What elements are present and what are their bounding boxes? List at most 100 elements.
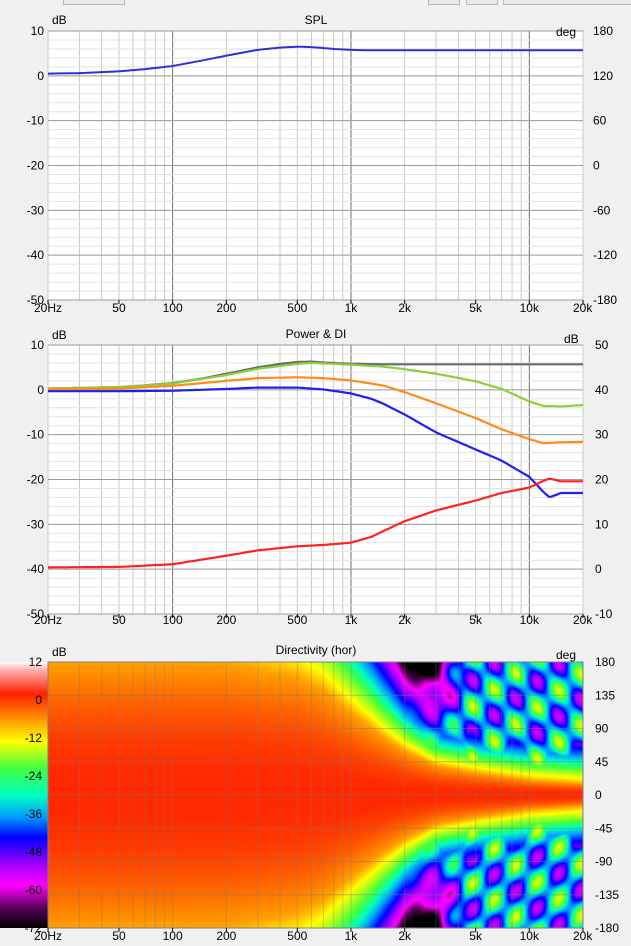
power-curve-green	[47, 361, 584, 408]
plot-frame	[47, 661, 584, 929]
x-tick-label: 50	[112, 929, 126, 941]
di-curve-red	[48, 477, 583, 569]
axis-tick-label: -90	[595, 855, 613, 869]
axis-tick-label: 180	[593, 24, 613, 38]
power-curve-orange	[48, 376, 584, 445]
axis-tick-label: 135	[595, 688, 615, 702]
x-tick-label: 1k	[345, 301, 359, 315]
axis-tick-label: 90	[595, 722, 609, 736]
left-unit: dB	[52, 328, 67, 342]
power-di-panel: Power & DI dB dB 10 0 -10 -20 -30 -40 -50 50 40…	[0, 325, 631, 635]
axis-tick-label: 10	[31, 24, 45, 38]
axis-tick-label: 45	[595, 755, 609, 769]
spl-curve	[48, 45, 583, 75]
right-unit: dB	[564, 332, 579, 346]
x-tick-label: 200	[216, 613, 236, 627]
grid	[47, 30, 584, 301]
color-scale-bar	[0, 662, 48, 928]
x-tick-label: 1k	[345, 929, 359, 941]
toolbar-button-fragment[interactable]	[466, 0, 498, 5]
x-tick-label: 5k	[469, 929, 483, 941]
x-tick-label: 20k	[573, 929, 593, 941]
x-tick-label: 20k	[573, 613, 593, 627]
axis-tick-label: 40	[595, 383, 609, 397]
x-tick-label: 20k	[573, 301, 593, 315]
spl-chart: SPL dB deg 100-10-20-30-40-50 180120600-…	[0, 8, 631, 325]
x-tick-label: 2k	[398, 929, 412, 941]
axis-tick-label: 0	[595, 562, 602, 576]
x-tick-label: 20Hz	[34, 301, 62, 315]
axis-tick-label: -10	[27, 114, 45, 128]
color-scale-label: -48	[25, 845, 43, 859]
chart-title: Power & DI	[286, 327, 347, 341]
axis-tick-label: 0	[37, 383, 44, 397]
x-tick-label: 10k	[520, 613, 540, 627]
right-unit: deg	[556, 25, 576, 39]
axis-tick-label: -30	[27, 517, 45, 531]
color-scale-label: -36	[25, 807, 43, 821]
color-scale-label: -60	[25, 883, 43, 897]
color-scale-label: 12	[29, 655, 43, 669]
color-scale-label: 0	[35, 693, 42, 707]
x-tick-label: 500	[287, 929, 307, 941]
x-tick-label: 1k	[345, 613, 359, 627]
left-unit: dB	[52, 13, 67, 27]
chart-title: SPL	[305, 13, 328, 27]
left-unit: dB	[52, 645, 67, 659]
axis-tick-label: 0	[593, 159, 600, 173]
series-lines	[47, 360, 584, 569]
x-tick-label: 2k	[398, 613, 412, 627]
axis-tick-label: 10	[595, 517, 609, 531]
axis-tick-label: -50	[27, 607, 45, 621]
directivity-panel: Directivity (hor) dB deg 12 0 -12 -24 -36 -48…	[0, 635, 631, 943]
directivity-chart: Directivity (hor) dB deg 12 0 -12 -24 -36 -48…	[0, 635, 631, 943]
color-scale-label: -24	[25, 769, 43, 783]
toolbar-button-fragment[interactable]	[63, 0, 125, 5]
axis-tick-label: -40	[27, 248, 45, 262]
right-unit: deg	[556, 648, 576, 662]
spl-panel: SPL dB deg 10 0 -10 -20 -30 -40 -50 180 120 60 0-…	[0, 8, 631, 325]
axis-tick-label: -30	[27, 203, 45, 217]
x-tick-label: 100	[163, 929, 183, 941]
color-scale-label: -12	[25, 731, 43, 745]
axis-tick-label: -120	[593, 248, 617, 262]
axis-tick-label: 180	[595, 655, 615, 669]
axis-tick-label: 10	[31, 338, 45, 352]
toolbar-dropdown-fragment[interactable]	[503, 0, 631, 5]
axis-tick-label: -10	[595, 607, 613, 621]
axis-tick-label: 60	[593, 114, 607, 128]
axis-tick-label: -10	[27, 428, 45, 442]
x-tick-label: 500	[287, 613, 307, 627]
axis-tick-label: 20	[595, 473, 609, 487]
axis-tick-label: 0	[595, 788, 602, 802]
x-tick-label: 200	[216, 301, 236, 315]
axis-tick-label: -135	[595, 888, 619, 902]
axis-tick-label: -20	[27, 473, 45, 487]
axis-tick-label: -50	[27, 293, 45, 307]
axis-tick-label: -45	[595, 821, 613, 835]
x-tick-label: 10k	[520, 301, 540, 315]
x-tick-label: 200	[216, 929, 236, 941]
x-tick-label: 5k	[469, 301, 483, 315]
x-tick-label: 20Hz	[34, 613, 62, 627]
axis-tick-label: 50	[595, 338, 609, 352]
axis-tick-label: -20	[27, 159, 45, 173]
x-tick-label: 2k	[398, 301, 412, 315]
x-tick-label: 500	[287, 301, 307, 315]
directivity-heatmap	[48, 662, 583, 928]
power-curve-blue	[48, 386, 583, 498]
axis-tick-label: 0	[37, 69, 44, 83]
chart-title: Directivity (hor)	[276, 643, 357, 657]
x-tick-label: 50	[112, 613, 126, 627]
axis-tick-label: -60	[593, 203, 611, 217]
x-tick-label: 20Hz	[34, 929, 62, 941]
x-tick-label: 5k	[469, 613, 483, 627]
axis-tick-label: -40	[27, 562, 45, 576]
axis-tick-label: -180	[595, 921, 619, 935]
x-tick-label: 100	[163, 613, 183, 627]
x-tick-label: 50	[112, 301, 126, 315]
toolbar-button-fragment[interactable]	[428, 0, 460, 5]
x-tick-label: 10k	[520, 929, 540, 941]
x-tick-label: 100	[163, 301, 183, 315]
axis-tick-label: -180	[593, 293, 617, 307]
